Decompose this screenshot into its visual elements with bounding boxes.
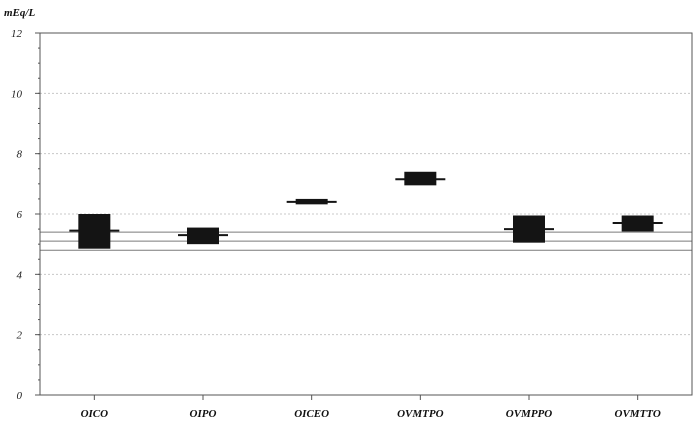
y-tick-label: 8 bbox=[17, 149, 23, 161]
y-tick-label: 0 bbox=[17, 390, 23, 402]
y-tick-label: 4 bbox=[17, 269, 23, 281]
y-unit-label: mEq/L bbox=[4, 7, 35, 19]
y-tick-label: 6 bbox=[17, 209, 23, 221]
reference-lines bbox=[40, 231, 692, 251]
x-tick-label: OVMTPO bbox=[397, 408, 444, 420]
boxes bbox=[69, 171, 663, 249]
x-tick-label: OVMTTO bbox=[615, 408, 661, 420]
x-tick-label: OIPO bbox=[190, 408, 217, 420]
x-axis-ticks: OICO OIPO OICEO OVMTPO OVMPPO OVMTTO bbox=[81, 395, 661, 420]
y-axis-ticks: 0 2 4 6 8 10 12 bbox=[11, 28, 40, 402]
y-tick-label: 12 bbox=[11, 28, 23, 40]
x-tick-label: OICO bbox=[81, 408, 109, 420]
y-tick-label: 10 bbox=[11, 88, 23, 100]
x-tick-label: OVMPPO bbox=[506, 408, 553, 420]
grid-lines bbox=[40, 92, 692, 336]
y-tick-label: 2 bbox=[17, 330, 23, 342]
x-tick-label: OICEO bbox=[294, 408, 329, 420]
